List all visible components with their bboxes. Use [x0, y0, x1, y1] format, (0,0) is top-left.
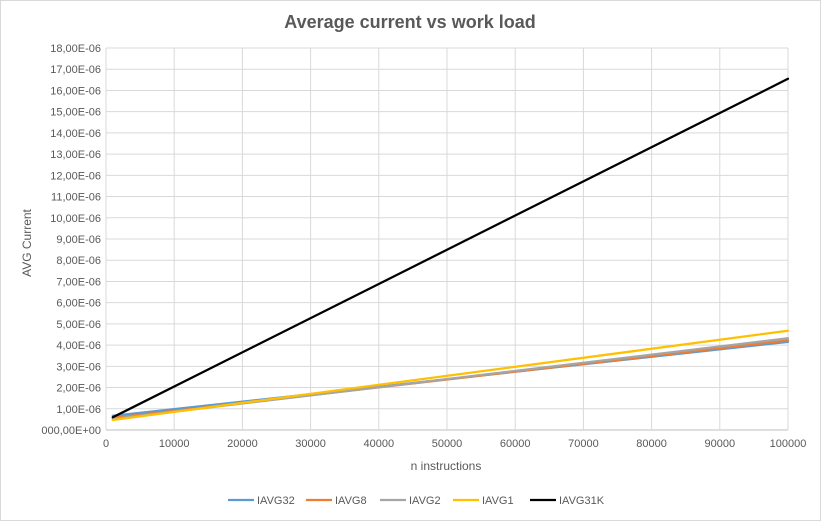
y-tick-label: 1,00E-06: [56, 404, 101, 416]
y-tick-label: 2,00E-06: [56, 383, 101, 395]
legend: IAVG32 IAVG8 IAVG2 IAVG1 IAVG31K: [228, 495, 605, 507]
legend-item-iavg32: IAVG32: [228, 495, 295, 507]
x-tick-label: 10000: [159, 438, 190, 450]
y-tick-label: 11,00E-06: [51, 192, 101, 204]
series-line-iavg31k: [111, 77, 790, 419]
legend-item-iavg1: IAVG1: [453, 495, 514, 507]
x-tick-label: 80000: [636, 438, 667, 450]
y-tick-label: 3,00E-06: [56, 361, 101, 373]
y-tick-label: 8,00E-06: [56, 255, 101, 267]
legend-label: IAVG8: [335, 495, 367, 507]
x-tick-label: 50000: [432, 438, 463, 450]
legend-label: IAVG32: [257, 495, 295, 507]
x-tick-label: 70000: [568, 438, 599, 450]
y-tick-label: 13,00E-06: [50, 149, 101, 161]
legend-label: IAVG31K: [559, 495, 605, 507]
series-lines: [111, 77, 790, 422]
x-tick-label: 100000: [770, 438, 807, 450]
x-tick-label: 30000: [295, 438, 326, 450]
legend-item-iavg31k: IAVG31K: [530, 495, 605, 507]
grid-lines: [105, 47, 789, 431]
y-tick-label: 7,00E-06: [56, 276, 101, 288]
x-tick-label: 60000: [500, 438, 531, 450]
y-axis-label: AVG Current: [20, 208, 34, 276]
y-tick-label: 4,00E-06: [56, 340, 101, 352]
y-tick-labels: 000,00E+00 1,00E-06 2,00E-06 3,00E-06 4,00E-…: [41, 43, 101, 437]
y-tick-label: 5,00E-06: [56, 319, 101, 331]
x-tick-labels: 0 10000 20000 30000 40000 50000 60000 70000 8000…: [103, 438, 806, 450]
legend-label: IAVG1: [482, 495, 514, 507]
y-tick-label: 14,00E-06: [50, 128, 101, 140]
y-tick-label: 9,00E-06: [56, 234, 101, 246]
x-tick-label: 20000: [227, 438, 258, 450]
series-line-iavg1: [111, 329, 790, 422]
legend-item-iavg2: IAVG2: [380, 495, 441, 507]
x-axis-label: n instructions: [411, 459, 482, 473]
y-tick-label: 6,00E-06: [56, 298, 101, 310]
x-tick-label: 0: [103, 438, 109, 450]
y-tick-label: 16,00E-06: [50, 85, 101, 97]
legend-item-iavg8: IAVG8: [306, 495, 367, 507]
y-tick-label: 18,00E-06: [50, 43, 101, 55]
y-tick-label: 10,00E-06: [50, 213, 101, 225]
chart-title: Average current vs work load: [284, 12, 535, 32]
y-tick-label: 12,00E-06: [50, 170, 101, 182]
x-tick-label: 90000: [705, 438, 736, 450]
y-tick-label: 15,00E-06: [50, 107, 101, 119]
y-tick-label: 000,00E+00: [41, 425, 101, 437]
y-tick-label: 17,00E-06: [50, 64, 101, 76]
legend-label: IAVG2: [409, 495, 441, 507]
x-tick-label: 40000: [364, 438, 395, 450]
